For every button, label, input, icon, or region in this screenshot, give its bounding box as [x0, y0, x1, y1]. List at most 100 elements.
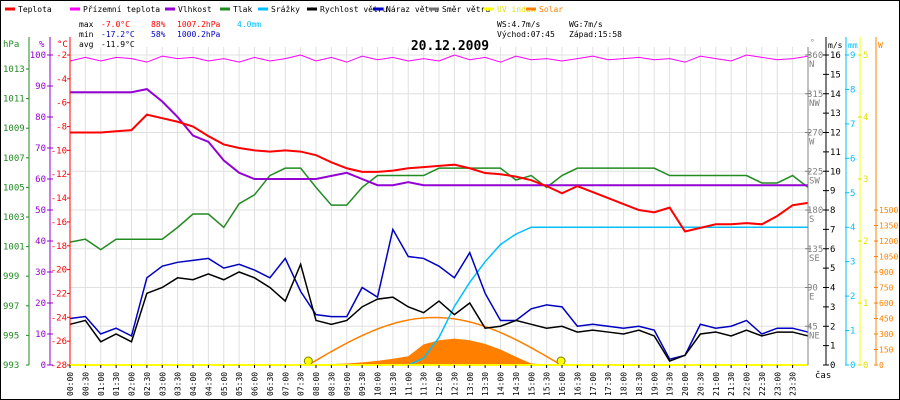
x-tick-label: 16:30	[573, 372, 582, 396]
wind-tick-label: 10	[830, 167, 841, 177]
stat-text: 1000.2hPa	[177, 30, 221, 39]
humidity-tick-label: 50	[35, 206, 46, 216]
legend-label: Srážky	[271, 5, 300, 14]
wind-tick-label: 14	[830, 90, 841, 100]
rain-tick-label: 6	[850, 154, 855, 164]
x-tick-label: 20:00	[681, 372, 690, 396]
direction-unit: °	[810, 38, 815, 47]
pressure-tick-label: 1007	[3, 154, 25, 164]
sunrise-marker	[303, 356, 313, 366]
x-tick-label: 09:00	[343, 372, 352, 396]
legend-label: Rychlost větru	[320, 5, 388, 14]
rain-tick-label: 8	[850, 85, 855, 95]
x-tick-label: 02:30	[143, 372, 152, 396]
x-tick-label: 21:30	[727, 372, 736, 396]
solar-tick-label: 150	[879, 346, 894, 355]
solar-tick-label: 1500	[879, 206, 898, 215]
wind-tick-label: 13	[830, 109, 841, 119]
humidity-unit: %	[39, 40, 45, 50]
x-tick-label: 21:00	[712, 372, 721, 396]
x-tick-label: 04:30	[204, 372, 213, 396]
direction-compass-label: S	[809, 215, 814, 225]
sunset-time: Západ:15:58	[569, 30, 622, 39]
pressure-tick-label: 997	[3, 302, 19, 312]
rain-tick-label: 2	[850, 292, 855, 302]
x-tick-label: 02:00	[128, 372, 137, 396]
temperature-tick-label: -28	[51, 361, 67, 371]
wind-tick-label: 8	[830, 206, 835, 216]
x-tick-label: 01:30	[112, 372, 121, 396]
x-tick-label: 05:00	[220, 372, 229, 396]
sunset-marker	[556, 356, 566, 366]
pressure-tick-label: 1005	[3, 183, 25, 193]
rain-tick-label: 4	[850, 223, 855, 233]
x-tick-label: 18:30	[635, 372, 644, 396]
temperature-tick-label: -10	[51, 146, 67, 156]
x-tick-label: 19:30	[666, 372, 675, 396]
x-tick-label: 13:00	[466, 372, 475, 396]
temperature-tick-label: -22	[51, 289, 67, 299]
solar-tick-label: 0	[879, 361, 884, 370]
x-tick-label: 10:00	[374, 372, 383, 396]
x-tick-label: 20:30	[696, 372, 705, 396]
uv-tick-label: 0	[863, 361, 868, 371]
x-tick-label: 01:00	[97, 372, 106, 396]
temperature-tick-label: -16	[51, 218, 67, 228]
legend-label: UV index	[497, 5, 536, 14]
stats-header: max -7.0°C 88% 1007.2hPa 4.0mm min -17.2°C 58% 1…	[79, 20, 622, 49]
stat-text: max	[79, 20, 94, 29]
x-tick-label: 15:00	[527, 372, 536, 396]
uv-tick-label: 2	[863, 237, 868, 247]
pressure-unit: hPa	[3, 40, 19, 50]
x-tick-label: 17:00	[589, 372, 598, 396]
stat-text: -11.9°C	[101, 40, 135, 49]
rain-tick-label: 7	[850, 120, 855, 130]
temperature-tick-label: -4	[56, 75, 67, 85]
legend-label: Teplota	[18, 5, 52, 14]
pressure-line	[69, 167, 809, 251]
chart-title: 20.12.2009	[411, 39, 489, 54]
humidity-tick-label: 0	[41, 361, 46, 371]
x-axis-label: čas	[815, 370, 831, 381]
x-tick-label: 03:30	[174, 372, 183, 396]
x-tick-label: 05:30	[235, 372, 244, 396]
stat-text: -7.0°C	[101, 20, 130, 29]
stat-text: 88%	[151, 20, 166, 29]
direction-tick-label: 315	[807, 90, 823, 100]
pressure-tick-label: 993	[3, 361, 19, 371]
direction-compass-label: E	[809, 293, 814, 303]
direction-tick-label: 90	[807, 284, 818, 294]
x-tick-label: 22:30	[758, 372, 767, 396]
uv-tick-label: 5	[863, 51, 868, 61]
x-tick-label: 07:00	[281, 372, 290, 396]
solar-unit: W	[878, 41, 883, 50]
temperature-unit: °C	[57, 40, 68, 50]
legend-label: Náraz větru	[386, 5, 439, 14]
pressure-tick-label: 1011	[3, 95, 25, 105]
solar-tick-label: 450	[879, 315, 894, 324]
x-tick-label: 08:00	[312, 372, 321, 396]
rain-unit: mm	[848, 41, 858, 50]
wind-unit: m/s	[828, 41, 843, 50]
x-tick-label: 08:30	[327, 372, 336, 396]
rain-tick-label: 9	[850, 51, 855, 61]
solar-tick-label: 1350	[879, 222, 898, 231]
legend: Teplota Přízemní teplota Vlhkost Tlak Srážky…	[5, 5, 563, 14]
ground-temperature-line	[69, 54, 809, 63]
direction-compass-label: NW	[809, 99, 820, 109]
wind-tick-label: 1	[830, 342, 835, 352]
legend-label: Solar	[539, 5, 563, 14]
direction-tick-label: 45	[807, 322, 818, 332]
x-tick-label: 06:30	[266, 372, 275, 396]
uv-tick-label: 3	[863, 175, 868, 185]
wind-tick-label: 16	[830, 51, 841, 61]
x-tick-label: 13:30	[481, 372, 490, 396]
solar-area-layer	[70, 316, 808, 366]
temperature-tick-label: -8	[56, 123, 67, 133]
stat-text: -17.2°C	[101, 30, 135, 39]
legend-label: Tlak	[233, 5, 252, 14]
wind-tick-label: 9	[830, 187, 835, 197]
solar-theoretical-line	[307, 316, 562, 366]
direction-compass-label: NE	[809, 331, 820, 341]
